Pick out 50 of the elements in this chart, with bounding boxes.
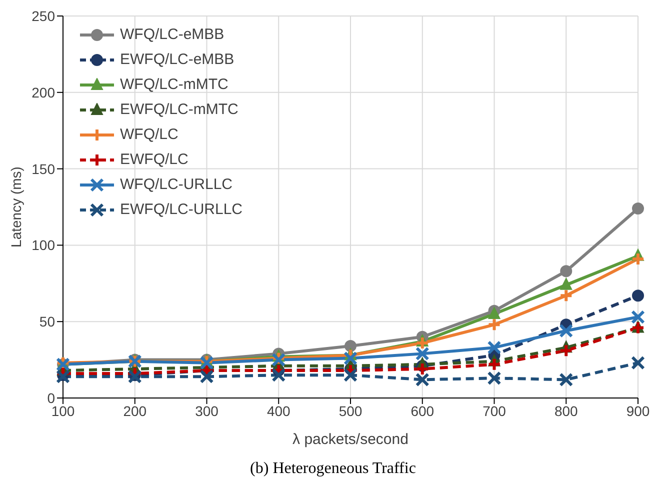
x-tick-label: 200 [123, 402, 147, 419]
point [559, 288, 574, 303]
point [560, 278, 572, 290]
x-tick-label: 800 [554, 402, 578, 419]
point [631, 252, 645, 266]
x-axis-title: λ packets/second [292, 431, 408, 448]
point [559, 324, 574, 338]
point [487, 371, 502, 386]
point [56, 370, 70, 384]
y-tick-label: 250 [32, 8, 56, 24]
text: (b) Heterogeneous Traffic [249, 460, 417, 478]
point [415, 336, 430, 350]
legend-label: EWFQ/LC [120, 151, 188, 168]
y-tick-label: 100 [32, 237, 56, 254]
point [632, 202, 644, 215]
point [344, 351, 358, 366]
point [200, 370, 214, 384]
legend-label: WFQ/LC-mMTC [120, 76, 228, 93]
point [560, 265, 572, 278]
x-tick-label: 400 [266, 402, 291, 419]
y-tick-label: 200 [32, 84, 56, 100]
y-tick-label: 50 [39, 314, 56, 330]
point [344, 340, 356, 352]
legend-label: WFQ/LC-URLLC [120, 176, 233, 193]
x-tick-label: 300 [195, 402, 219, 419]
point [559, 372, 574, 387]
legend-label: EWFQ/LC-eMBB [120, 51, 234, 68]
legend-label: EWFQ/LC-URLLC [120, 201, 243, 218]
x-tick-label: 600 [410, 402, 434, 419]
x-tick-label: 500 [338, 402, 362, 419]
point [487, 357, 502, 372]
point [415, 346, 430, 361]
point [487, 340, 502, 355]
point [487, 318, 502, 332]
y-axis-title: Latency (ms) [8, 166, 24, 248]
point [128, 370, 142, 384]
legend-label: WFQ/LC [120, 126, 178, 143]
point [559, 344, 574, 358]
point [632, 290, 644, 302]
point [415, 372, 430, 387]
point [631, 356, 645, 370]
point [272, 368, 286, 382]
point [415, 362, 430, 376]
legend-label: EWFQ/LC-mMTC [120, 101, 238, 118]
point [631, 310, 645, 324]
legend-label: WFQ/LC-eMBB [120, 26, 224, 43]
point [344, 368, 358, 382]
y-tick-label: 150 [32, 160, 56, 177]
x-tick-label: 700 [482, 402, 506, 419]
x-tick-label: 900 [626, 402, 650, 419]
